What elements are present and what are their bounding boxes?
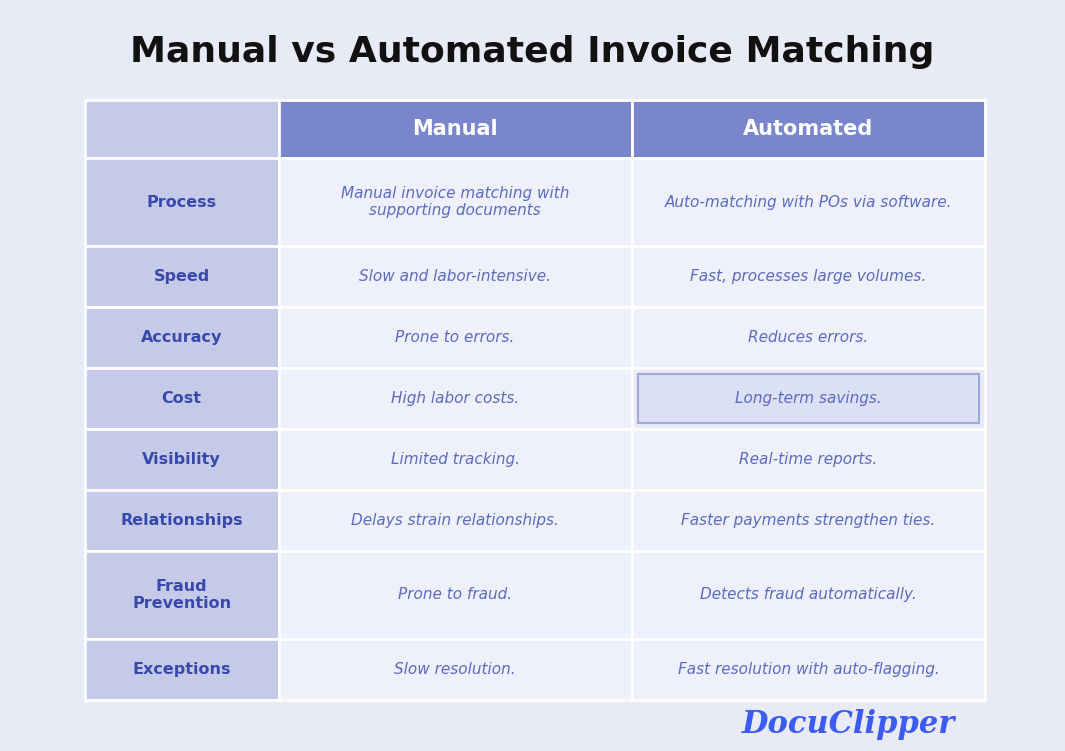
Bar <box>85 429 279 490</box>
Bar <box>632 490 985 550</box>
Text: Relationships: Relationships <box>120 513 243 528</box>
Bar <box>632 100 985 158</box>
Text: Slow and labor-intensive.: Slow and labor-intensive. <box>359 270 551 284</box>
Text: Reduces errors.: Reduces errors. <box>749 330 868 345</box>
Text: Limited tracking.: Limited tracking. <box>391 452 520 467</box>
Text: Speed: Speed <box>153 270 210 284</box>
Text: Manual invoice matching with
supporting documents: Manual invoice matching with supporting … <box>341 186 570 219</box>
Bar <box>279 639 632 700</box>
Bar <box>632 307 985 368</box>
Bar <box>279 158 632 246</box>
Text: Slow resolution.: Slow resolution. <box>394 662 515 677</box>
Text: DocuClipper: DocuClipper <box>741 710 955 740</box>
Bar <box>85 368 279 429</box>
Bar <box>279 429 632 490</box>
Bar <box>632 429 985 490</box>
Bar <box>85 158 279 246</box>
Bar <box>638 374 979 423</box>
Text: Fast, processes large volumes.: Fast, processes large volumes. <box>690 270 927 284</box>
Bar <box>632 550 985 639</box>
Text: Long-term savings.: Long-term savings. <box>735 391 882 406</box>
Bar <box>632 158 985 246</box>
Text: Manual: Manual <box>412 119 498 139</box>
Text: Real-time reports.: Real-time reports. <box>739 452 878 467</box>
Bar <box>85 246 279 307</box>
Bar <box>279 368 632 429</box>
Bar <box>85 550 279 639</box>
Bar <box>632 368 985 429</box>
Bar <box>279 100 632 158</box>
Text: Process: Process <box>147 195 217 210</box>
Bar <box>85 100 279 158</box>
Bar <box>279 550 632 639</box>
Text: Prone to fraud.: Prone to fraud. <box>398 587 512 602</box>
Bar <box>85 307 279 368</box>
Bar <box>279 307 632 368</box>
Text: Automated: Automated <box>743 119 873 139</box>
Bar <box>632 246 985 307</box>
Bar <box>279 490 632 550</box>
Text: Manual vs Automated Invoice Matching: Manual vs Automated Invoice Matching <box>130 35 934 69</box>
Text: High labor costs.: High labor costs. <box>391 391 520 406</box>
Text: Prone to errors.: Prone to errors. <box>395 330 514 345</box>
Text: Cost: Cost <box>162 391 201 406</box>
Text: Faster payments strengthen ties.: Faster payments strengthen ties. <box>682 513 935 528</box>
Text: Delays strain relationships.: Delays strain relationships. <box>351 513 559 528</box>
Text: Fraud
Prevention: Fraud Prevention <box>132 579 231 611</box>
Text: Accuracy: Accuracy <box>141 330 223 345</box>
Text: Exceptions: Exceptions <box>132 662 231 677</box>
Bar <box>632 639 985 700</box>
Text: Detects fraud automatically.: Detects fraud automatically. <box>700 587 917 602</box>
Text: Auto-matching with POs via software.: Auto-matching with POs via software. <box>665 195 952 210</box>
Text: Fast resolution with auto-flagging.: Fast resolution with auto-flagging. <box>677 662 939 677</box>
Text: Visibility: Visibility <box>143 452 222 467</box>
Bar <box>85 639 279 700</box>
Bar <box>85 490 279 550</box>
Bar <box>279 246 632 307</box>
